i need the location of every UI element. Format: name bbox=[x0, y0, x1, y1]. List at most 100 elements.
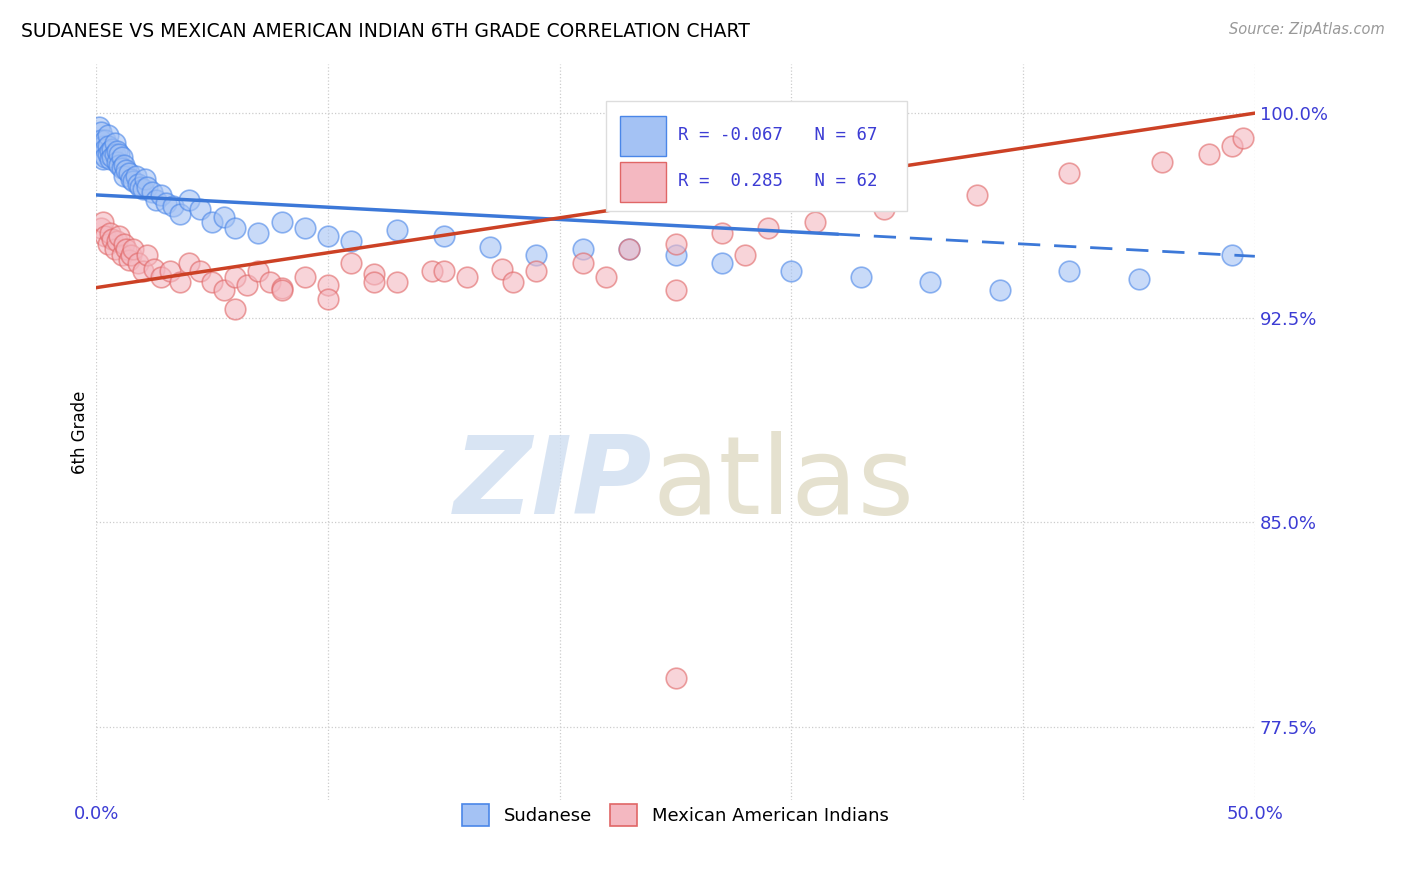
Point bbox=[101, 150, 124, 164]
Point bbox=[91, 153, 114, 167]
Point bbox=[247, 264, 270, 278]
Point bbox=[169, 207, 191, 221]
Point bbox=[117, 166, 139, 180]
Point bbox=[526, 264, 548, 278]
Point bbox=[595, 269, 617, 284]
Point bbox=[111, 150, 134, 164]
Point bbox=[270, 284, 292, 298]
Point bbox=[664, 248, 686, 262]
Point bbox=[90, 125, 112, 139]
Point bbox=[136, 179, 159, 194]
Point bbox=[104, 136, 127, 150]
Point bbox=[190, 202, 212, 216]
Point bbox=[98, 145, 121, 159]
Text: R =  0.285   N = 62: R = 0.285 N = 62 bbox=[678, 172, 877, 190]
Point bbox=[94, 142, 117, 156]
Point bbox=[141, 185, 163, 199]
Point bbox=[91, 147, 114, 161]
Point bbox=[120, 248, 142, 262]
Point bbox=[710, 226, 733, 240]
Point bbox=[131, 182, 153, 196]
Point bbox=[94, 150, 117, 164]
Point bbox=[97, 237, 120, 252]
Point bbox=[97, 139, 120, 153]
Point bbox=[105, 155, 128, 169]
Text: R = -0.067   N = 67: R = -0.067 N = 67 bbox=[678, 126, 877, 144]
Point bbox=[117, 253, 139, 268]
Point bbox=[120, 171, 142, 186]
Point bbox=[710, 256, 733, 270]
Point bbox=[572, 256, 595, 270]
Point bbox=[108, 158, 131, 172]
Point bbox=[294, 269, 316, 284]
Point bbox=[387, 223, 409, 237]
Point bbox=[136, 248, 159, 262]
Point bbox=[259, 275, 281, 289]
Point bbox=[803, 215, 825, 229]
FancyBboxPatch shape bbox=[606, 101, 907, 211]
Point bbox=[664, 671, 686, 685]
Point bbox=[131, 264, 153, 278]
Point bbox=[247, 226, 270, 240]
Point bbox=[122, 174, 145, 188]
Text: atlas: atlas bbox=[652, 431, 914, 537]
Point bbox=[224, 220, 246, 235]
Point bbox=[456, 269, 478, 284]
Point bbox=[340, 256, 363, 270]
Point bbox=[270, 280, 292, 294]
Point bbox=[108, 147, 131, 161]
Bar bbox=[620, 162, 666, 202]
Point bbox=[91, 139, 114, 153]
Point bbox=[101, 142, 124, 156]
Point bbox=[236, 277, 259, 292]
Point bbox=[1220, 248, 1243, 262]
Point bbox=[190, 264, 212, 278]
Point bbox=[664, 284, 686, 298]
Point bbox=[617, 243, 640, 257]
Point bbox=[104, 243, 127, 257]
Point bbox=[316, 292, 339, 306]
Point bbox=[127, 256, 149, 270]
Point bbox=[90, 133, 112, 147]
Point bbox=[112, 237, 135, 252]
Point bbox=[1128, 272, 1150, 286]
Point bbox=[105, 234, 128, 248]
Point bbox=[101, 231, 124, 245]
Point bbox=[387, 275, 409, 289]
Point bbox=[122, 243, 145, 257]
Point bbox=[97, 147, 120, 161]
Text: ZIP: ZIP bbox=[454, 431, 652, 537]
Point bbox=[873, 202, 896, 216]
Point bbox=[159, 264, 181, 278]
Point bbox=[224, 302, 246, 317]
Point bbox=[316, 277, 339, 292]
Point bbox=[162, 199, 184, 213]
Point bbox=[988, 284, 1011, 298]
Point bbox=[212, 284, 235, 298]
Point bbox=[1059, 264, 1081, 278]
Point bbox=[115, 243, 138, 257]
Point bbox=[1232, 130, 1254, 145]
Point bbox=[294, 220, 316, 235]
Point bbox=[966, 188, 988, 202]
Point bbox=[98, 153, 121, 167]
Point bbox=[87, 120, 110, 134]
Point bbox=[433, 264, 456, 278]
Point bbox=[150, 269, 173, 284]
Legend: Sudanese, Mexican American Indians: Sudanese, Mexican American Indians bbox=[453, 796, 897, 836]
Text: Source: ZipAtlas.com: Source: ZipAtlas.com bbox=[1229, 22, 1385, 37]
Point bbox=[112, 158, 135, 172]
Point bbox=[145, 194, 167, 208]
Point bbox=[572, 243, 595, 257]
Point bbox=[224, 269, 246, 284]
Point bbox=[105, 145, 128, 159]
Point bbox=[177, 194, 200, 208]
Point bbox=[420, 264, 443, 278]
Point bbox=[363, 275, 385, 289]
Point bbox=[104, 147, 127, 161]
Point bbox=[617, 243, 640, 257]
Point bbox=[111, 161, 134, 175]
Point bbox=[94, 133, 117, 147]
Text: SUDANESE VS MEXICAN AMERICAN INDIAN 6TH GRADE CORRELATION CHART: SUDANESE VS MEXICAN AMERICAN INDIAN 6TH … bbox=[21, 22, 749, 41]
Point bbox=[94, 228, 117, 243]
